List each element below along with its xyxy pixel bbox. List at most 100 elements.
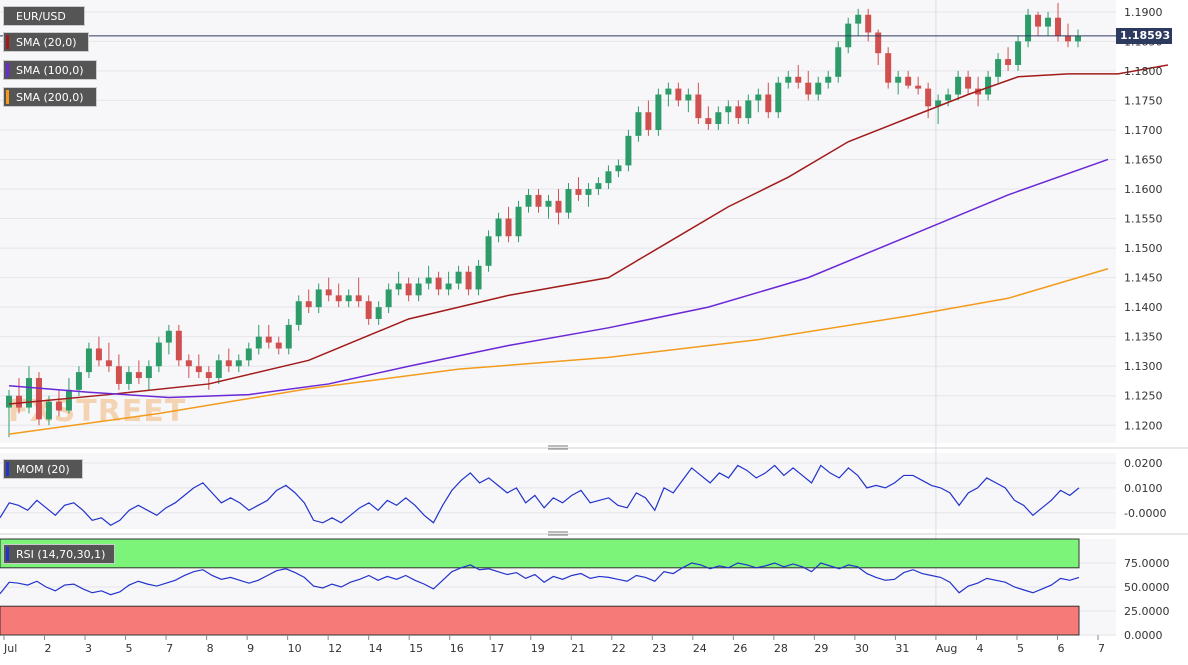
sma100-swatch	[6, 63, 9, 77]
candle-body	[505, 218, 512, 237]
legend-sma20[interactable]: SMA (20,0)	[3, 32, 89, 52]
candle-body	[65, 389, 72, 411]
candle-body	[385, 289, 392, 308]
legend-sma20-label: SMA (20,0)	[16, 36, 77, 49]
candle-body	[95, 348, 102, 361]
rsi-oversold-zone	[0, 605, 1080, 636]
candle-body	[405, 283, 412, 296]
legend-sma200[interactable]: SMA (200,0)	[3, 87, 97, 107]
rsi-tick-label: 25.0000	[1124, 605, 1170, 618]
candle-body	[135, 372, 142, 379]
mom-tick-label: -0.0000	[1124, 507, 1166, 520]
candle-body	[865, 14, 872, 33]
candle-body	[125, 372, 132, 384]
legend-mom[interactable]: MOM (20)	[3, 459, 83, 479]
rsi-tick-label: 75.0000	[1124, 557, 1170, 570]
candle-body	[915, 85, 922, 89]
candle-body	[495, 218, 502, 237]
rsi-swatch	[6, 547, 9, 561]
candle-body	[605, 171, 612, 184]
price-tick-label: 1.1600	[1124, 183, 1163, 196]
price-tick-label: 1.1450	[1124, 272, 1163, 285]
legend-sma200-label: SMA (200,0)	[16, 91, 84, 104]
panel-resize-handle-1[interactable]	[548, 445, 568, 450]
legend-symbol[interactable]: EUR/USD	[3, 6, 85, 26]
candle-body	[725, 106, 732, 113]
mom-tick-label: 0.0100	[1124, 482, 1163, 495]
candle-body	[285, 324, 292, 349]
candle-body	[305, 301, 312, 308]
price-tick-label: 1.1700	[1124, 124, 1163, 137]
candle-body	[145, 366, 152, 379]
candle-body	[1045, 17, 1052, 27]
candle-body	[735, 106, 742, 119]
x-tick-label: 12	[328, 642, 342, 655]
watermark-text: FXSTREET	[8, 394, 186, 429]
candle-body	[755, 94, 762, 101]
candle-body	[855, 14, 862, 24]
candle-body	[535, 194, 542, 207]
legend-sma100[interactable]: SMA (100,0)	[3, 60, 97, 80]
x-tick-label: 17	[490, 642, 504, 655]
sma-line	[8, 158, 1109, 399]
candle-body	[645, 112, 652, 130]
candle-body	[925, 88, 932, 107]
candle-body	[835, 47, 842, 77]
x-tick-label: 22	[612, 642, 626, 655]
candle-body	[355, 295, 362, 302]
candle-body	[575, 189, 582, 195]
candle-body	[325, 289, 332, 296]
candle-body	[775, 82, 782, 113]
legend-rsi[interactable]: RSI (14,70,30,1)	[3, 544, 115, 564]
mom-swatch	[6, 462, 9, 476]
candle-body	[685, 94, 692, 101]
candle-body	[85, 348, 92, 373]
x-tick-label: 5	[1017, 642, 1024, 655]
candle-body	[265, 336, 272, 343]
candle-body	[965, 76, 972, 89]
price-tick-label: 1.1800	[1124, 65, 1163, 78]
candle-body	[465, 271, 472, 290]
candle-body	[1055, 17, 1062, 36]
candle-body	[185, 360, 192, 367]
candle-body	[525, 194, 532, 207]
candle-body	[225, 360, 232, 367]
legend-rsi-label: RSI (14,70,30,1)	[16, 548, 106, 561]
candle-body	[395, 283, 402, 290]
candle-body	[295, 301, 302, 325]
candle-body	[115, 366, 122, 384]
candle-body	[675, 88, 682, 101]
candle-body	[765, 94, 772, 113]
candle-body	[35, 378, 42, 420]
candle-body	[1025, 14, 1032, 42]
candle-body	[45, 401, 52, 420]
candle-body	[995, 59, 1002, 77]
x-tick-label: 16	[450, 642, 464, 655]
candle-body	[665, 88, 672, 95]
candle-body	[655, 94, 662, 130]
x-tick-label: 31	[895, 642, 909, 655]
x-tick-label: 28	[774, 642, 788, 655]
price-tick-label: 1.1750	[1124, 94, 1163, 107]
candle-body	[635, 112, 642, 136]
candle-body	[585, 189, 592, 195]
x-tick-label: 14	[369, 642, 383, 655]
candle-body	[1035, 14, 1042, 27]
candle-body	[425, 277, 432, 284]
candle-body	[1075, 36, 1082, 42]
panel-resize-handle-2[interactable]	[548, 531, 568, 536]
current-price-flag: 1.18593	[1116, 28, 1172, 44]
candle-body	[625, 135, 632, 166]
candle-body	[205, 372, 212, 379]
candle-body	[875, 32, 882, 54]
legend-symbol-label: EUR/USD	[16, 10, 66, 23]
sma20-swatch	[6, 35, 9, 49]
x-tick-label: 5	[126, 642, 133, 655]
x-tick-label: Jul	[3, 642, 17, 655]
x-tick-label: 2	[45, 642, 52, 655]
x-axis-labels: Jul 2 3 5 7 8 9 10 12 14 15 16 17 19 21 22 23 24 26 28 29 30 3…	[3, 635, 1105, 655]
candle-body	[565, 189, 572, 213]
legend-sma100-label: SMA (100,0)	[16, 64, 84, 77]
